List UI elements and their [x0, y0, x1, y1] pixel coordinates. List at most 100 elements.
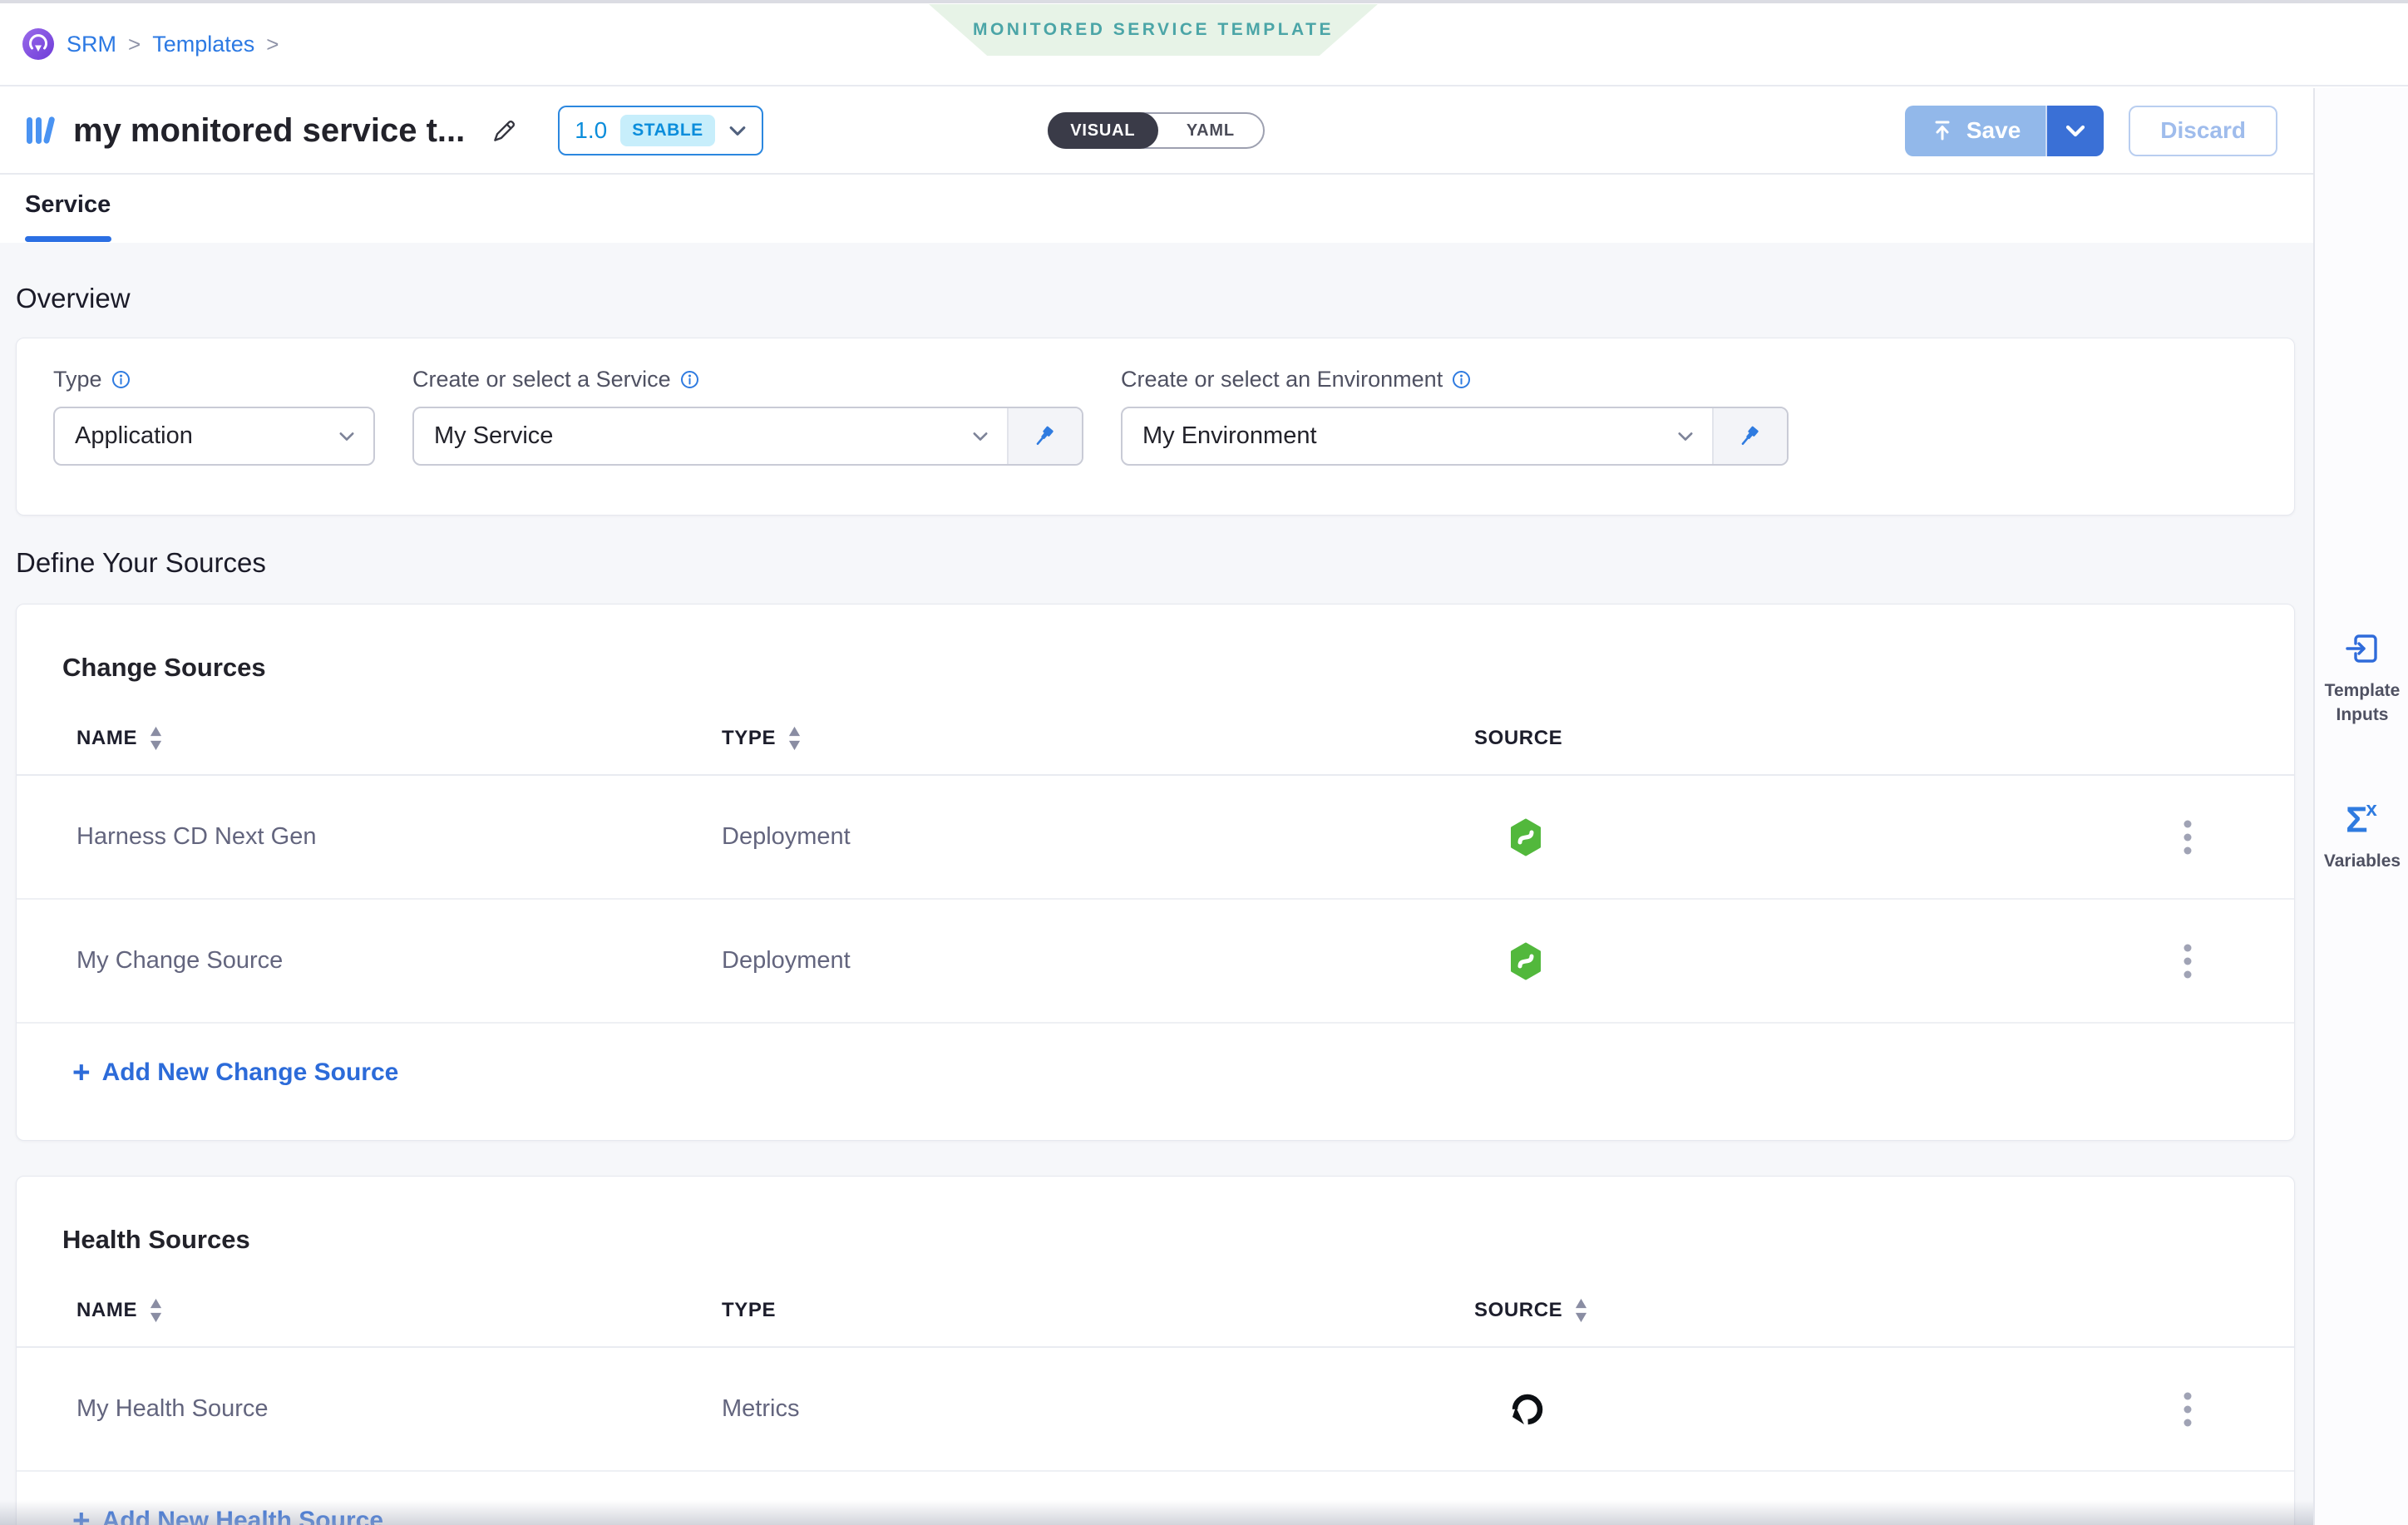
service-field-label-row: Create or select a Service	[412, 367, 1083, 392]
breadcrumb: SRM > Templates >	[22, 27, 279, 61]
variables-button[interactable]: Σx Variables	[2315, 795, 2408, 873]
service-select[interactable]: My Service	[412, 407, 1083, 466]
title-bar: my monitored service t... 1.0 STABLE VIS…	[0, 88, 2408, 175]
discard-button[interactable]: Discard	[2129, 105, 2277, 156]
change-source-name: My Change Source	[76, 947, 284, 974]
sort-icon	[1574, 1297, 1588, 1324]
breadcrumb-link-templates[interactable]: Templates	[152, 31, 255, 57]
info-icon[interactable]	[679, 369, 700, 390]
template-inputs-label: Template Inputs	[2324, 681, 2401, 724]
row-options-menu-button[interactable]	[2161, 936, 2214, 986]
sort-icon	[787, 725, 802, 752]
save-split-button: Save	[1904, 105, 2105, 156]
change-source-row[interactable]: Harness CD Next Gen Deployment	[17, 776, 2294, 900]
change-source-type: Deployment	[722, 823, 851, 850]
breadcrumb-separator: >	[128, 31, 141, 57]
page-title: my monitored service t...	[73, 111, 466, 149]
column-header-name[interactable]: NAME	[76, 1297, 722, 1324]
breadcrumb-separator: >	[266, 31, 279, 57]
column-header-type: TYPE	[722, 1299, 1474, 1322]
save-options-dropdown-button[interactable]	[2045, 105, 2105, 156]
edit-pencil-icon	[490, 116, 520, 146]
header-actions: Save Discard	[1904, 105, 2277, 156]
template-type-badge: MONITORED SERVICE TEMPLATE	[929, 4, 1378, 56]
toggle-option-visual[interactable]: VISUAL	[1048, 112, 1158, 149]
column-header-source-label: SOURCE	[1474, 1299, 1563, 1321]
health-sources-table-header: NAME TYPE SOURCE	[17, 1293, 2294, 1348]
info-icon[interactable]	[111, 369, 131, 390]
column-header-name-label: NAME	[76, 1299, 138, 1321]
window-top-border	[0, 0, 2408, 3]
service-field: Create or select a Service My Service	[412, 367, 1083, 515]
change-source-type: Deployment	[722, 947, 851, 974]
add-change-source-label: Add New Change Source	[101, 1059, 399, 1086]
version-selector[interactable]: 1.0 STABLE	[558, 106, 763, 155]
overview-card: Type Application Create or select a Serv…	[16, 338, 2295, 516]
harness-cd-icon	[1509, 942, 1542, 980]
pin-icon	[1033, 424, 1058, 449]
variables-icon: Σx	[2346, 798, 2377, 841]
main-content: Overview Type Application Create or sel	[0, 243, 2313, 1525]
health-source-name: My Health Source	[76, 1395, 269, 1422]
column-header-name[interactable]: NAME	[76, 725, 722, 752]
chevron-down-icon	[338, 408, 373, 464]
change-sources-title: Change Sources	[62, 653, 266, 682]
toggle-option-yaml[interactable]: YAML	[1186, 121, 1235, 140]
breadcrumb-link-srm[interactable]: SRM	[67, 31, 116, 57]
visual-yaml-toggle[interactable]: VISUAL YAML	[1048, 112, 1265, 149]
chevron-down-icon	[972, 408, 1007, 464]
health-source-source-cell	[1474, 1391, 2161, 1428]
row-options-menu-button[interactable]	[2161, 812, 2214, 862]
type-select[interactable]: Application	[53, 407, 375, 466]
health-sources-title: Health Sources	[62, 1225, 250, 1254]
change-sources-card: Change Sources NAME TYPE SOURCE Harness …	[16, 604, 2295, 1141]
plus-icon: +	[72, 1503, 91, 1525]
add-change-source-button[interactable]: + Add New Change Source	[72, 1055, 2294, 1089]
chevron-down-icon	[728, 126, 747, 136]
template-inputs-button[interactable]: Template Inputs	[2315, 629, 2408, 727]
appdynamics-icon	[1509, 1391, 1546, 1428]
tab-service[interactable]: Service	[25, 191, 111, 218]
pin-runtime-input-button[interactable]	[1007, 408, 1082, 464]
pin-runtime-input-button[interactable]	[1712, 408, 1787, 464]
column-header-type-label: TYPE	[722, 1299, 777, 1321]
save-button[interactable]: Save	[1904, 105, 2046, 156]
environment-select-value: My Environment	[1142, 422, 1317, 449]
kebab-menu-icon	[2183, 1391, 2193, 1428]
template-library-icon	[22, 112, 58, 149]
column-header-type[interactable]: TYPE	[722, 725, 1474, 752]
column-header-source[interactable]: SOURCE	[1474, 1297, 2161, 1324]
change-source-source-cell	[1474, 942, 2161, 980]
plus-icon: +	[72, 1055, 91, 1089]
template-inputs-icon	[2342, 629, 2382, 669]
type-field-label-row: Type	[53, 367, 375, 392]
change-source-row[interactable]: My Change Source Deployment	[17, 900, 2294, 1024]
type-select-value: Application	[75, 422, 193, 449]
edit-title-button[interactable]	[486, 112, 523, 149]
environment-select[interactable]: My Environment	[1121, 407, 1789, 466]
harness-cd-icon	[1509, 818, 1542, 856]
add-health-source-button[interactable]: + Add New Health Source	[72, 1503, 2294, 1525]
type-field: Type Application	[53, 367, 375, 515]
right-rail: Template Inputs Σx Variables	[2313, 88, 2408, 1525]
environment-label: Create or select an Environment	[1121, 367, 1443, 392]
service-select-value: My Service	[434, 422, 554, 449]
chevron-down-icon	[2065, 125, 2085, 137]
upload-icon	[1930, 118, 1955, 143]
active-tab-underline	[25, 236, 111, 242]
health-source-type: Metrics	[722, 1395, 800, 1422]
row-options-menu-button[interactable]	[2161, 1384, 2214, 1434]
version-number: 1.0	[575, 117, 608, 143]
harness-srm-logo-icon	[22, 27, 55, 61]
change-source-source-cell	[1474, 818, 2161, 856]
environment-field-label-row: Create or select an Environment	[1121, 367, 1789, 392]
change-sources-table-header: NAME TYPE SOURCE	[17, 721, 2294, 776]
column-header-source-label: SOURCE	[1474, 727, 1563, 749]
add-health-source-label: Add New Health Source	[101, 1507, 384, 1525]
info-icon[interactable]	[1451, 369, 1472, 390]
health-source-row[interactable]: My Health Source Metrics	[17, 1348, 2294, 1472]
tab-bar: Service	[0, 176, 2408, 243]
environment-field: Create or select an Environment My Envir…	[1121, 367, 1789, 515]
health-sources-card: Health Sources NAME TYPE SOURCE My Healt…	[16, 1176, 2295, 1525]
pin-icon	[1738, 424, 1763, 449]
